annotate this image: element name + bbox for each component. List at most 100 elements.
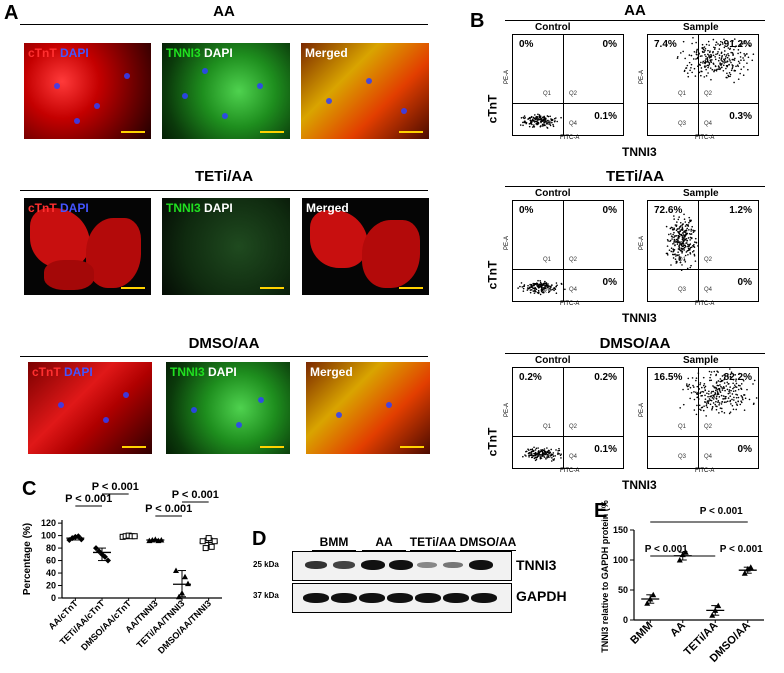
pe-axis-label: PE-A: [504, 235, 511, 251]
pe-axis-label: PE-A: [504, 69, 511, 85]
y-tick-label: 60: [46, 556, 56, 566]
gate-label: Q2: [569, 91, 578, 97]
p-value-label: P < 0.001: [700, 506, 743, 517]
sample-label: Sample: [683, 188, 719, 199]
x-axis-label: TNNI3: [622, 478, 657, 492]
quadrant-q4-value: 0.1%: [594, 111, 617, 122]
data-point: [205, 535, 212, 542]
panel-a-group-title: AA: [213, 3, 235, 20]
micrograph-label: cTnT DAPI: [32, 365, 93, 379]
group-rule: [505, 20, 765, 21]
quadrant-q2-value: 0.2%: [594, 372, 617, 383]
panel-b-group-title: DMSO/AA: [599, 335, 671, 352]
data-point: [208, 543, 215, 550]
p-value-label: P < 0.001: [65, 493, 112, 505]
data-point: [173, 567, 179, 574]
y-tick-label: 120: [41, 518, 56, 528]
data-point: [75, 533, 82, 540]
blot-tnni3: [292, 551, 512, 581]
gate-label: Q3: [678, 287, 687, 293]
p-value-label: P < 0.001: [145, 503, 192, 515]
data-point: [199, 538, 206, 545]
data-point: [179, 590, 185, 596]
quadrant-q4-value: 0%: [737, 444, 752, 455]
control-label: Control: [535, 22, 571, 33]
micrograph-label: Merged: [306, 201, 349, 215]
pe-axis-label: PE-A: [639, 69, 646, 85]
flow-plot: 0.2% 0.2% 0.1% Q1 Q2 Q3 Q4: [512, 367, 624, 469]
data-point: [709, 612, 716, 618]
gate-label: Q1: [678, 257, 687, 263]
x-tick-label: BMM: [628, 620, 655, 647]
fitc-axis-label: FITC-A: [695, 468, 715, 474]
gene-label-tnni3: TNNI3: [516, 557, 557, 573]
p-value-label: P < 0.001: [720, 544, 763, 555]
marker-label: 25 kDa: [253, 560, 279, 569]
gate-label: Q2: [569, 257, 578, 263]
fitc-axis-label: FITC-A: [695, 135, 715, 141]
micrograph-ctnt-dapi: cTnT DAPI: [24, 43, 151, 139]
quadrant-q1-value: 0.2%: [519, 372, 542, 383]
micrograph-label: cTnT DAPI: [28, 46, 89, 60]
y-tick-label: 100: [613, 555, 628, 565]
gate-label: Q3: [543, 454, 552, 460]
flow-plot: 7.4% 91.2% 0.3% Q1 Q2 Q3 Q4: [647, 34, 759, 136]
gate-label: Q2: [569, 424, 578, 430]
data-point: [102, 553, 108, 560]
data-point: [211, 538, 218, 545]
lane-rule: [362, 550, 406, 551]
micrograph-tnni3-dapi: TNNI3 DAPI: [162, 43, 290, 139]
gate-label: Q1: [678, 424, 687, 430]
x-axis-label: TNNI3: [622, 311, 657, 325]
micrograph-ctnt-dapi: cTnT DAPI: [28, 362, 152, 454]
gate-label: Q2: [704, 91, 713, 97]
group-rule: [20, 24, 428, 25]
scale-bar: [400, 446, 424, 448]
lane-label: AA: [375, 535, 393, 549]
panel-letter-b: B: [470, 10, 485, 32]
y-axis-label: cTnT: [485, 94, 500, 124]
scale-bar: [260, 446, 284, 448]
fitc-axis-label: FITC-A: [560, 468, 580, 474]
x-tick-label: AA: [668, 620, 688, 640]
panel-letter-e: E: [594, 500, 608, 522]
gate-line: [513, 269, 623, 270]
gate-line: [698, 368, 699, 468]
quadrant-q2-value: 1.2%: [729, 205, 752, 216]
lane-label: DMSO/AA: [459, 535, 517, 549]
p-value-label: P < 0.001: [172, 489, 219, 501]
quadrant-q2-value: 0%: [602, 205, 617, 216]
quadrant-q4-value: 0%: [602, 277, 617, 288]
flow-plot: 0% 0% 0% Q1 Q2 Q3 Q4: [512, 200, 624, 302]
y-tick-label: 150: [613, 525, 628, 535]
scale-bar: [122, 446, 146, 448]
micrograph-label: TNNI3 DAPI: [166, 46, 233, 60]
quadrant-q4-value: 0%: [737, 277, 752, 288]
group-rule: [505, 186, 765, 187]
sample-label: Sample: [683, 22, 719, 33]
data-point: [741, 570, 748, 576]
blot-gapdh: [292, 583, 512, 613]
gate-line: [648, 436, 758, 437]
gate-label: Q4: [704, 287, 713, 293]
x-axis-label: TNNI3: [622, 145, 657, 159]
data-point: [99, 551, 105, 558]
panel-letter-a: A: [4, 2, 19, 24]
p-value-label: P < 0.001: [645, 544, 688, 555]
y-axis-label: TNNI3 relative to GAPDH protein (%): [600, 500, 610, 653]
micrograph-merged: Merged: [301, 43, 429, 139]
gate-line: [698, 201, 699, 301]
event-dots: [522, 446, 562, 462]
quadrant-q2-value: 91.2%: [723, 39, 752, 50]
scale-bar: [399, 287, 423, 289]
quadrant-q4-value: 0.3%: [729, 111, 752, 122]
lane-label: TETi/AA: [409, 535, 457, 549]
flow-plot: 16.5% 82.2% 0% Q1 Q2 Q3 Q4: [647, 367, 759, 469]
gate-line: [563, 368, 564, 468]
control-label: Control: [535, 355, 571, 366]
lane-rule: [410, 550, 456, 551]
panel-a-group-title: TETi/AA: [194, 168, 254, 185]
data-point: [647, 596, 654, 602]
